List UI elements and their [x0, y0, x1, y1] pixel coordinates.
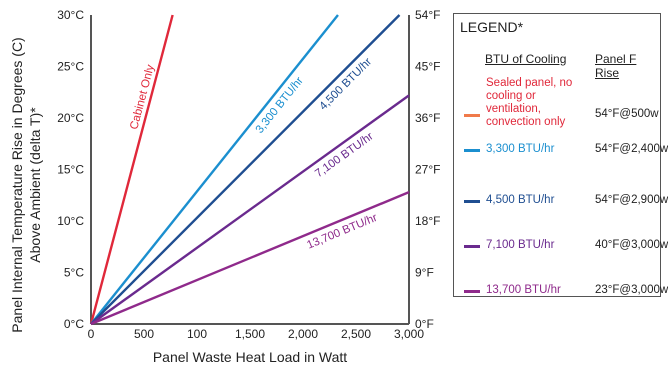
series-line-4 [90, 191, 410, 326]
x-tick-label: 2,000 [288, 327, 318, 341]
legend-rise-value: 54°F@2,400w [595, 143, 668, 155]
y2-tick-label: 9°F [415, 266, 434, 280]
x-tick-label: 100 [187, 327, 207, 341]
legend-swatch [464, 290, 480, 293]
series-label-3: 7,100 BTU/hr [313, 130, 376, 180]
y-axis-title: Panel Internal Temperature Rise in Degre… [9, 37, 25, 332]
legend-rise-value: 54°F@2,900w [595, 194, 668, 206]
y2-tick-label: 0°F [415, 317, 434, 331]
series-labels: Cabinet Only 3,300 BTU/hr 4,500 BTU/hr 7,10… [128, 56, 379, 252]
series-line-1 [90, 14, 339, 325]
x-tick-label: 0 [88, 327, 95, 341]
series-label-0: Cabinet Only [128, 63, 157, 131]
legend-col-cooling-header: BTU of Cooling [485, 52, 567, 66]
legend-rise-value: 40°F@3,000w [595, 239, 668, 251]
x-tick-label: 2,500 [341, 327, 371, 341]
legend-swatch [464, 200, 480, 203]
legend-swatch [464, 245, 480, 248]
legend-label: 7,100 BTU/hr [486, 239, 555, 251]
y2-tick-label: 36°F [415, 111, 440, 125]
legend-rise-value: 23°F@3,000w [595, 284, 668, 296]
legend-swatch [464, 149, 480, 152]
y2-tick-label: 18°F [415, 214, 440, 228]
legend-label: 13,700 BTU/hr [486, 284, 561, 296]
x-axis-title: Panel Waste Heat Load in Watt [153, 349, 347, 365]
y2-tick-label: 27°F [415, 163, 440, 177]
legend-rise-value: 54°F@500w [595, 108, 659, 120]
legend-title: LEGEND* [460, 19, 524, 35]
legend-label: 4,500 BTU/hr [486, 194, 555, 206]
series-line-2 [90, 14, 401, 325]
legend-col-rise-header: Panel F Rise [595, 52, 637, 80]
series-lines [89, 14, 410, 326]
series-line-0 [89, 14, 174, 325]
legend-swatch [464, 114, 480, 117]
y-tick-label: 25°C [57, 60, 84, 74]
y2-tick-label: 54°F [415, 8, 440, 22]
y-axis-ticks: 0°C 5°C 10°C 15°C 20°C 25°C 30°C [57, 8, 84, 331]
series-label-1: 3,300 BTU/hr [254, 75, 306, 136]
y-tick-label: 30°C [57, 8, 84, 22]
series-label-2: 4,500 BTU/hr [317, 56, 374, 113]
y2-tick-label: 45°F [415, 60, 440, 74]
x-tick-label: 3,000 [394, 327, 424, 341]
y-tick-label: 5°C [64, 266, 84, 280]
y-tick-label: 10°C [57, 214, 84, 228]
series-line-3 [90, 94, 410, 325]
y-tick-label: 20°C [57, 111, 84, 125]
y-tick-label: 15°C [57, 163, 84, 177]
plot-frame [90, 15, 410, 325]
x-tick-label: 1,500 [235, 327, 265, 341]
legend: LEGEND* BTU of Cooling Panel F Rise Seal… [453, 13, 668, 297]
y-tick-label: 0°C [64, 317, 84, 331]
x-axis-ticks: 0 500 100 1,500 2,000 2,500 3,000 [88, 327, 425, 341]
legend-label: Sealed panel, no cooling or ventilation,… [486, 77, 573, 128]
legend-label: 3,300 BTU/hr [486, 143, 555, 155]
y-axis-title-2: Above Ambient (delta T)* [27, 107, 43, 263]
y2-axis-ticks: 0°F 9°F 18°F 27°F 36°F 45°F 54°F [415, 8, 440, 331]
x-tick-label: 500 [134, 327, 154, 341]
